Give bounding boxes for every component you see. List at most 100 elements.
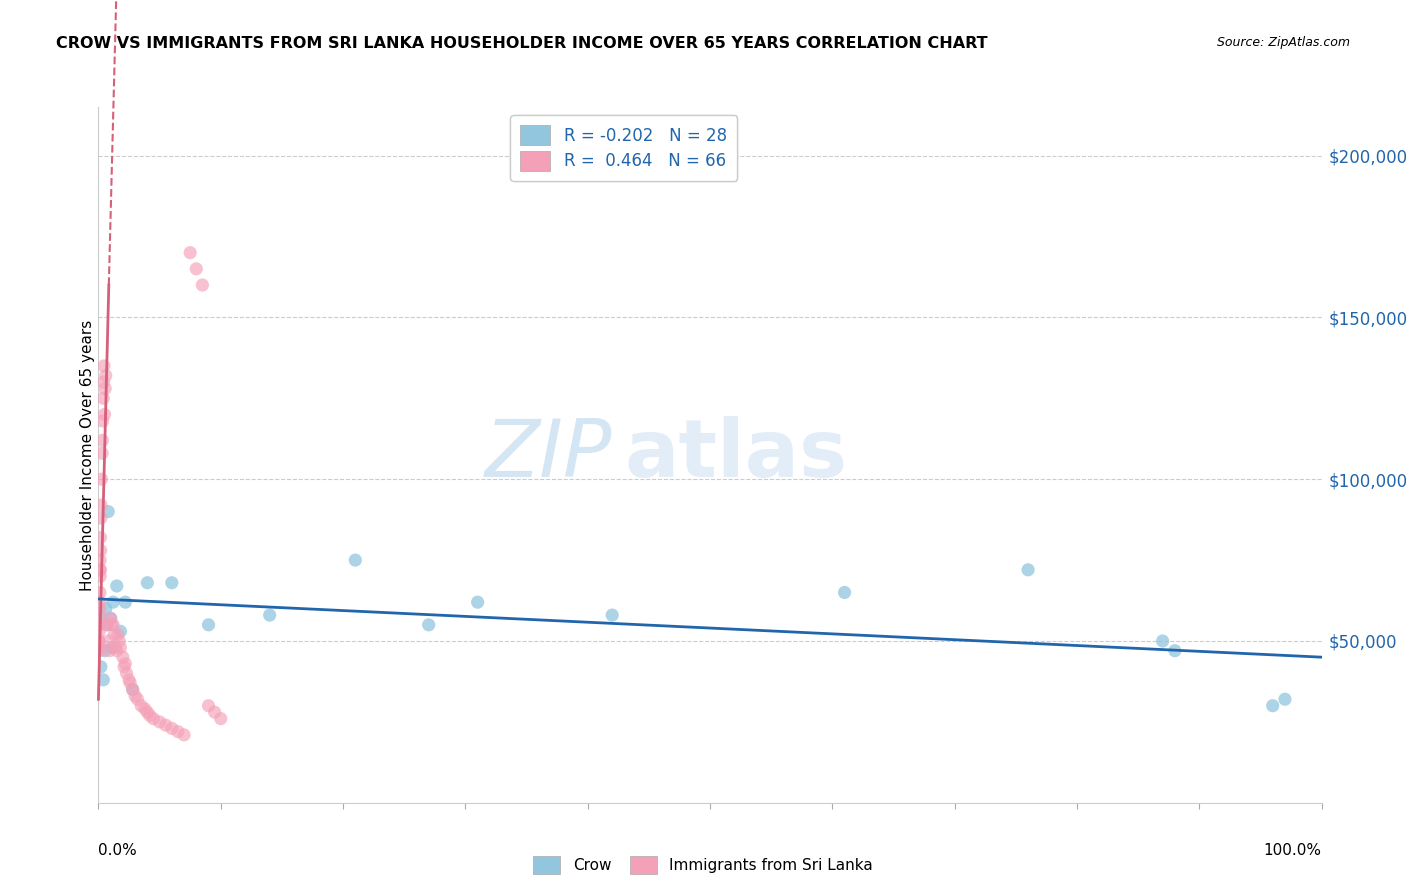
Point bbox=[89, 601, 111, 615]
Point bbox=[191, 278, 214, 293]
Point bbox=[186, 261, 208, 276]
Point bbox=[89, 563, 111, 577]
Point bbox=[100, 611, 122, 625]
Point bbox=[89, 531, 111, 545]
Y-axis label: Householder Income Over 65 years: Householder Income Over 65 years bbox=[80, 319, 94, 591]
Point bbox=[112, 660, 135, 674]
Point bbox=[89, 608, 111, 623]
Text: CROW VS IMMIGRANTS FROM SRI LANKA HOUSEHOLDER INCOME OVER 65 YEARS CORRELATION C: CROW VS IMMIGRANTS FROM SRI LANKA HOUSEH… bbox=[56, 36, 988, 51]
Point bbox=[105, 643, 128, 657]
Point bbox=[87, 634, 110, 648]
Point bbox=[101, 617, 124, 632]
Point bbox=[89, 624, 111, 639]
Point bbox=[94, 368, 117, 383]
Point bbox=[90, 472, 112, 486]
Point bbox=[93, 408, 115, 422]
Point bbox=[160, 575, 183, 590]
Point bbox=[418, 617, 440, 632]
Point bbox=[114, 657, 136, 671]
Point bbox=[1152, 634, 1174, 648]
Point bbox=[89, 643, 111, 657]
Point bbox=[209, 712, 232, 726]
Point bbox=[834, 585, 856, 599]
Point bbox=[93, 359, 115, 373]
Point bbox=[173, 728, 195, 742]
Point bbox=[121, 682, 143, 697]
Point bbox=[89, 569, 111, 583]
Point bbox=[155, 718, 177, 732]
Point bbox=[91, 673, 114, 687]
Point bbox=[179, 245, 201, 260]
Point bbox=[89, 617, 111, 632]
Point bbox=[90, 660, 112, 674]
Point bbox=[87, 640, 110, 655]
Point bbox=[91, 446, 114, 460]
Point bbox=[90, 543, 112, 558]
Point bbox=[93, 375, 115, 389]
Point bbox=[104, 640, 127, 655]
Point bbox=[98, 643, 121, 657]
Point bbox=[197, 698, 219, 713]
Point bbox=[110, 624, 132, 639]
Point bbox=[127, 692, 149, 706]
Point bbox=[115, 666, 138, 681]
Point bbox=[107, 627, 129, 641]
Point bbox=[89, 611, 111, 625]
Point bbox=[142, 712, 165, 726]
Point bbox=[91, 434, 114, 448]
Point bbox=[1274, 692, 1296, 706]
Text: 100.0%: 100.0% bbox=[1264, 843, 1322, 858]
Point bbox=[136, 705, 159, 719]
Point bbox=[197, 617, 219, 632]
Point bbox=[96, 617, 118, 632]
Point bbox=[90, 511, 112, 525]
Point bbox=[89, 585, 111, 599]
Point bbox=[1261, 698, 1284, 713]
Point bbox=[139, 708, 162, 723]
Point bbox=[94, 601, 117, 615]
Point bbox=[89, 553, 111, 567]
Point bbox=[467, 595, 489, 609]
Point bbox=[101, 595, 124, 609]
Point bbox=[105, 579, 128, 593]
Point bbox=[100, 611, 122, 625]
Point bbox=[118, 673, 141, 687]
Text: ZIP: ZIP bbox=[485, 416, 612, 494]
Point bbox=[97, 504, 120, 518]
Point bbox=[111, 650, 134, 665]
Point bbox=[344, 553, 367, 567]
Point bbox=[114, 595, 136, 609]
Point bbox=[1017, 563, 1039, 577]
Point bbox=[87, 634, 110, 648]
Point bbox=[89, 595, 111, 609]
Text: Source: ZipAtlas.com: Source: ZipAtlas.com bbox=[1216, 36, 1350, 49]
Point bbox=[103, 627, 125, 641]
Point bbox=[1164, 643, 1187, 657]
Point bbox=[600, 608, 623, 623]
Point bbox=[96, 617, 118, 632]
Point bbox=[94, 382, 117, 396]
Point bbox=[91, 392, 114, 406]
Point bbox=[91, 414, 114, 428]
Point bbox=[108, 634, 131, 648]
Point bbox=[167, 724, 190, 739]
Point bbox=[97, 634, 120, 648]
Point bbox=[89, 563, 111, 577]
Point bbox=[101, 640, 124, 655]
Point bbox=[134, 702, 156, 716]
Point bbox=[129, 698, 152, 713]
Point bbox=[259, 608, 281, 623]
Legend: R = -0.202   N = 28, R =  0.464   N = 66: R = -0.202 N = 28, R = 0.464 N = 66 bbox=[510, 115, 737, 180]
Point bbox=[101, 617, 124, 632]
Point bbox=[160, 722, 183, 736]
Point bbox=[87, 617, 110, 632]
Point bbox=[124, 689, 146, 703]
Point bbox=[136, 575, 159, 590]
Point bbox=[149, 714, 172, 729]
Point bbox=[110, 640, 132, 655]
Text: 0.0%: 0.0% bbox=[98, 843, 138, 858]
Point bbox=[93, 643, 115, 657]
Legend: Crow, Immigrants from Sri Lanka: Crow, Immigrants from Sri Lanka bbox=[527, 850, 879, 880]
Point bbox=[120, 676, 142, 690]
Point bbox=[204, 705, 226, 719]
